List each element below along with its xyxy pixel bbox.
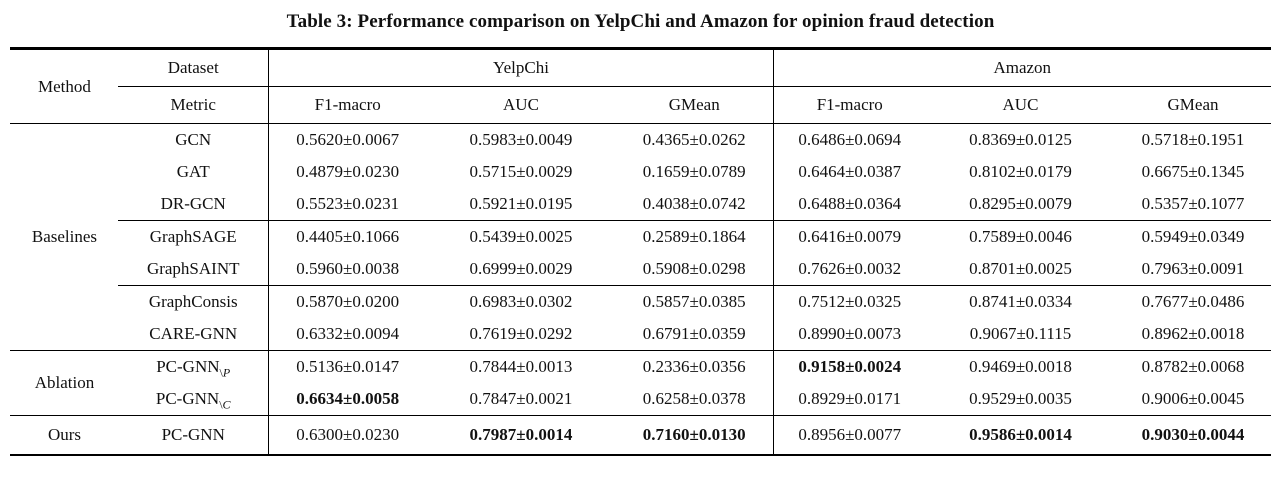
metric-yelpchi-f1: F1-macro xyxy=(268,86,427,124)
table-row: Baselines GCN 0.5620±0.0067 0.5983±0.004… xyxy=(10,123,1270,246)
value-cell: 0.7677±0.0486 xyxy=(1115,285,1271,318)
model-name-cell: DR-GCN xyxy=(118,188,269,221)
dataset-yelpchi: YelpChi xyxy=(268,48,774,87)
table-row: GraphSAINT 0.5960±0.0038 0.6999±0.0029 0… xyxy=(10,253,1270,286)
value-cell: 0.6675±0.1345 xyxy=(1141,162,1245,181)
group-label-ours: Ours xyxy=(10,415,119,455)
value-cell: 0.8102±0.0179 xyxy=(969,162,1072,181)
value-cell: 0.9158±0.0024 xyxy=(773,350,926,383)
metric-amazon-gmean: GMean xyxy=(1115,86,1271,124)
value-cell: 0.5908±0.0298 xyxy=(615,253,774,286)
model-name-cell: GCN xyxy=(118,123,269,156)
model-name-cell: GraphSAINT xyxy=(118,253,269,286)
value-cell: 0.5857±0.0385 xyxy=(615,285,774,318)
dataset-label: Dataset xyxy=(118,48,269,87)
value-cell: 0.5870±0.0200 xyxy=(268,285,427,318)
table-row: GraphSAGE 0.4405±0.1066 0.5439±0.0025 0.… xyxy=(10,220,1271,253)
value-cell: 0.5523±0.0231 xyxy=(296,194,400,213)
table-row: DR-GCN 0.5523±0.0231 0.5921±0.0195 0.403… xyxy=(10,188,1270,221)
value-cell: 0.5983±0.0049 xyxy=(469,130,573,149)
header-row-dataset: Method Dataset YelpChi Amazon xyxy=(10,48,1271,124)
value-cell: 0.8369±0.0125 xyxy=(969,130,1072,149)
group-label-baselines: Baselines xyxy=(31,227,98,246)
table-caption: Table 3: Performance comparison on YelpC… xyxy=(286,11,995,32)
value-cell: 0.9586±0.0014 xyxy=(925,415,1116,455)
value-cell: 0.2336±0.0356 xyxy=(615,350,774,383)
value-cell: 0.5439±0.0025 xyxy=(426,220,616,253)
value-cell: 0.7847±0.0021 xyxy=(469,389,573,408)
value-cell: 0.8929±0.0171 xyxy=(798,389,902,408)
value-cell: 0.9529±0.0035 xyxy=(969,389,1072,408)
value-cell: 0.9006±0.0045 xyxy=(1141,389,1245,408)
value-cell: 0.6634±0.0058 xyxy=(296,389,400,408)
table-row: GAT 0.4879±0.0230 0.5715±0.0029 0.1659±0… xyxy=(10,156,1270,188)
header-row-metric: Metric F1-macro AUC GMean F1-macro AUC G… xyxy=(10,86,1271,124)
value-cell: 0.5718±0.1951 xyxy=(1141,130,1245,149)
metric-amazon-auc: AUC xyxy=(925,86,1116,124)
value-cell: 0.6416±0.0079 xyxy=(773,220,926,253)
value-cell: 0.8962±0.0018 xyxy=(1141,324,1245,343)
table-row: PC-GNN\C 0.6634±0.0058 0.7847±0.0021 0.6… xyxy=(10,383,1270,416)
model-name-cell: PC-GNN xyxy=(118,415,269,455)
value-cell: 0.5136±0.0147 xyxy=(268,350,427,383)
value-cell: 0.5715±0.0029 xyxy=(469,162,573,181)
table-row: CARE-GNN 0.6332±0.0094 0.7619±0.0292 0.6… xyxy=(10,318,1270,351)
value-cell: 0.4879±0.0230 xyxy=(296,162,400,181)
group-label-ablation: Ablation xyxy=(10,350,119,416)
model-name-cell: GAT xyxy=(118,156,269,188)
value-cell: 0.7160±0.0130 xyxy=(615,415,774,455)
value-cell: 0.7512±0.0325 xyxy=(773,285,926,318)
value-cell: 0.8782±0.0068 xyxy=(1115,350,1271,383)
dataset-amazon: Amazon xyxy=(773,48,1271,87)
value-cell: 0.8295±0.0079 xyxy=(969,194,1072,213)
value-cell: 0.7589±0.0046 xyxy=(925,220,1116,253)
model-name-cell: GraphSAGE xyxy=(118,220,269,253)
value-cell: 0.7963±0.0091 xyxy=(1141,259,1245,278)
table-row: Ours PC-GNN 0.6300±0.0230 0.7987±0.0014 … xyxy=(10,415,1271,455)
value-cell: 0.4365±0.0262 xyxy=(615,123,774,156)
value-cell: 0.4038±0.0742 xyxy=(615,188,774,221)
value-cell: 0.7844±0.0013 xyxy=(426,350,616,383)
value-cell: 0.7626±0.0032 xyxy=(798,259,902,278)
value-cell: 0.2589±0.1864 xyxy=(615,220,774,253)
value-cell: 0.4405±0.1066 xyxy=(268,220,427,253)
value-cell: 0.6983±0.0302 xyxy=(426,285,616,318)
value-cell: 0.9067±0.1115 xyxy=(969,324,1072,343)
value-cell: 0.8741±0.0334 xyxy=(925,285,1116,318)
value-cell: 0.8956±0.0077 xyxy=(773,415,926,455)
value-cell: 0.7619±0.0292 xyxy=(469,324,573,343)
value-cell: 0.6791±0.0359 xyxy=(615,318,774,351)
value-cell: 0.8990±0.0073 xyxy=(798,324,902,343)
metric-yelpchi-auc: AUC xyxy=(426,86,616,124)
value-cell: 0.8701±0.0025 xyxy=(969,259,1072,278)
model-name-cell: CARE-GNN xyxy=(118,318,269,351)
value-cell: 0.1659±0.0789 xyxy=(615,156,774,188)
value-cell: 0.6486±0.0694 xyxy=(798,130,902,149)
model-name-cell: PC-GNN\C xyxy=(118,383,269,416)
value-cell: 0.6300±0.0230 xyxy=(268,415,427,455)
value-cell: 0.6488±0.0364 xyxy=(798,194,902,213)
value-cell: 0.5357±0.1077 xyxy=(1141,194,1245,213)
value-cell: 0.5960±0.0038 xyxy=(296,259,400,278)
value-cell: 0.9469±0.0018 xyxy=(925,350,1116,383)
model-name-cell: GraphConsis xyxy=(118,285,269,318)
table-row: GraphConsis 0.5870±0.0200 0.6983±0.0302 … xyxy=(10,285,1271,318)
model-name-cell: PC-GNN\P xyxy=(118,350,269,383)
metric-yelpchi-gmean: GMean xyxy=(615,86,774,124)
value-cell: 0.9030±0.0044 xyxy=(1115,415,1271,455)
table-row: Ablation PC-GNN\P 0.5136±0.0147 0.7844±0… xyxy=(10,350,1271,416)
metric-amazon-f1: F1-macro xyxy=(773,86,926,124)
value-cell: 0.6999±0.0029 xyxy=(469,259,573,278)
value-cell: 0.5949±0.0349 xyxy=(1115,220,1271,253)
value-cell: 0.6332±0.0094 xyxy=(296,324,400,343)
value-cell: 0.5620±0.0067 xyxy=(296,130,400,149)
metric-label: Metric xyxy=(118,86,269,124)
value-cell: 0.6464±0.0387 xyxy=(798,162,902,181)
value-cell: 0.6258±0.0378 xyxy=(615,383,774,416)
value-cell: 0.5921±0.0195 xyxy=(469,194,573,213)
results-table: Method Dataset YelpChi Amazon Metric F1-… xyxy=(10,47,1271,456)
value-cell: 0.7987±0.0014 xyxy=(426,415,616,455)
method-header: Method xyxy=(10,48,119,124)
